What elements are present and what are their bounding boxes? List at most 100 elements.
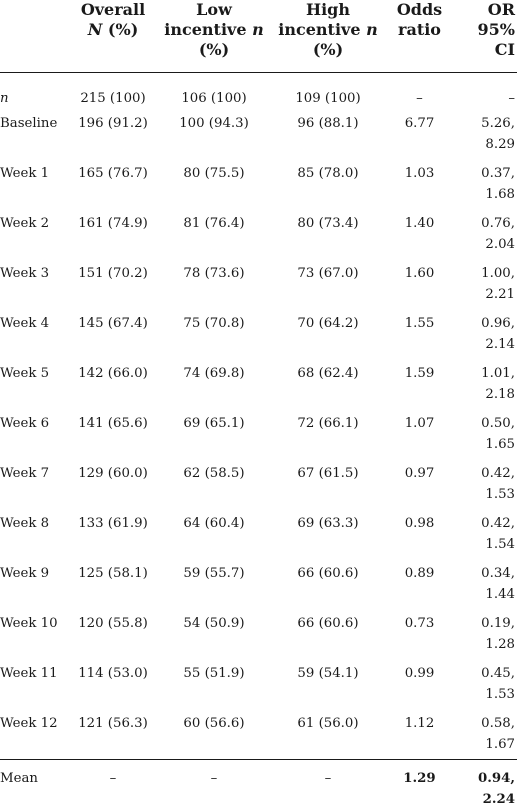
cell-or-ci: 0.58, 1.67 — [453, 709, 517, 759]
cell-overall: 121 (56.3) — [78, 716, 148, 731]
ci-lower: 0.96, — [481, 316, 515, 331]
cell-high-incentive: 72 (66.1) — [297, 416, 359, 431]
cell-low-incentive: 78 (73.6) — [183, 266, 245, 281]
cell-low-incentive: 74 (69.8) — [183, 366, 245, 381]
row-label: Week 12 — [0, 716, 58, 731]
table-row: Week 1 165 (76.7) 80 (75.5) 85 (78.0) 1.03 0.… — [0, 159, 517, 209]
header-label — [0, 0, 68, 73]
cell-or-ci: 0.42, 1.53 — [453, 459, 517, 509]
table-row: Mean – – – 1.29 0.94, 2.24 — [0, 759, 517, 810]
cell-odds-ratio: 6.77 — [404, 116, 435, 131]
cell-or-ci: 0.19, 1.28 — [453, 609, 517, 659]
cell-or-ci: 0.42, 1.54 — [453, 509, 517, 559]
ci-upper: 1.67 — [485, 737, 515, 752]
ci-lower: 0.76, — [481, 216, 515, 231]
cell-low-incentive: 106 (100) — [181, 91, 247, 106]
ci-lower: 0.94, — [477, 770, 515, 786]
cell-high-incentive: 66 (60.6) — [297, 566, 359, 581]
ci-upper: 2.24 — [482, 791, 515, 807]
cell-overall: – — [109, 770, 117, 786]
row-label: Mean — [0, 770, 38, 786]
ci-upper: 1.44 — [485, 587, 515, 602]
cell-or-ci: 0.50, 1.65 — [453, 409, 517, 459]
cell-low-incentive: 64 (60.4) — [183, 516, 245, 531]
cell-high-incentive: 70 (64.2) — [297, 316, 359, 331]
cell-odds-ratio: 1.07 — [404, 416, 435, 431]
table-row: Week 9 125 (58.1) 59 (55.7) 66 (60.6) 0.89 0.… — [0, 559, 517, 609]
cell-high-incentive: 73 (67.0) — [297, 266, 359, 281]
row-label: Week 9 — [0, 566, 50, 581]
cell-high-incentive: 61 (56.0) — [297, 716, 359, 731]
row-label: Week 1 — [0, 166, 50, 181]
cell-or-ci: 0.34, 1.44 — [453, 559, 517, 609]
table-row: Week 12 121 (56.3) 60 (56.6) 61 (56.0) 1.12 0… — [0, 709, 517, 759]
row-label: Baseline — [0, 116, 58, 131]
ci-upper: 1.68 — [485, 187, 515, 202]
table-row: Week 2 161 (74.9) 81 (76.4) 80 (73.4) 1.40 0.… — [0, 209, 517, 259]
row-label: Week 7 — [0, 466, 50, 481]
cell-or-ci: 0.76, 2.04 — [453, 209, 517, 259]
cell-low-incentive: 54 (50.9) — [183, 616, 245, 631]
cell-or-ci: 0.96, 2.14 — [453, 309, 517, 359]
cell-high-incentive: 85 (78.0) — [297, 166, 359, 181]
cell-overall: 133 (61.9) — [78, 516, 148, 531]
table-row: Week 6 141 (65.6) 69 (65.1) 72 (66.1) 1.07 0.… — [0, 409, 517, 459]
cell-low-incentive: 59 (55.7) — [183, 566, 245, 581]
table-row: n 215 (100) 106 (100) 109 (100) – – — [0, 73, 517, 110]
cell-or-ci: 1.01, 2.18 — [453, 359, 517, 409]
cell-overall: 142 (66.0) — [78, 366, 148, 381]
cell-high-incentive: 96 (88.1) — [297, 116, 359, 131]
cell-low-incentive: 80 (75.5) — [183, 166, 245, 181]
cell-overall: 129 (60.0) — [78, 466, 148, 481]
ci-upper: 1.54 — [485, 537, 515, 552]
cell-overall: 161 (74.9) — [78, 216, 148, 231]
cell-overall: 151 (70.2) — [78, 266, 148, 281]
cell-odds-ratio: 1.55 — [404, 316, 435, 331]
cell-high-incentive: 59 (54.1) — [297, 666, 359, 681]
cell-overall: 165 (76.7) — [78, 166, 148, 181]
cell-overall: 125 (58.1) — [78, 566, 148, 581]
cell-high-incentive: 67 (61.5) — [297, 466, 359, 481]
table-body: n 215 (100) 106 (100) 109 (100) – – Baseline 19… — [0, 73, 517, 810]
ci-upper: 2.21 — [485, 287, 515, 302]
ci-lower: 0.34, — [481, 566, 515, 581]
ci-lower: 0.45, — [481, 666, 515, 681]
ci-lower: 0.37, — [481, 166, 515, 181]
cell-odds-ratio: 0.98 — [404, 516, 435, 531]
row-label: n — [0, 91, 9, 106]
row-label: Week 5 — [0, 366, 50, 381]
cell-odds-ratio: 1.29 — [403, 770, 436, 786]
cell-overall: 120 (55.8) — [78, 616, 148, 631]
cell-odds-ratio: 0.73 — [404, 616, 435, 631]
cell-low-incentive: 75 (70.8) — [183, 316, 245, 331]
row-label: Week 4 — [0, 316, 50, 331]
header-high-incentive: High incentive n (%) — [270, 0, 386, 73]
ci-upper: 1.65 — [485, 437, 515, 452]
cell-high-incentive: 80 (73.4) — [297, 216, 359, 231]
ci-upper: 1.53 — [485, 687, 515, 702]
table-row: Week 7 129 (60.0) 62 (58.5) 67 (61.5) 0.97 0.… — [0, 459, 517, 509]
ci-lower: 0.50, — [481, 416, 515, 431]
ci-lower: 5.26, — [481, 116, 515, 131]
cell-odds-ratio: 0.89 — [404, 566, 435, 581]
cell-high-incentive: 66 (60.6) — [297, 616, 359, 631]
cell-overall: 196 (91.2) — [78, 116, 148, 131]
ci-upper: 8.29 — [485, 137, 515, 152]
ci-lower: 0.58, — [481, 716, 515, 731]
table-row: Week 4 145 (67.4) 75 (70.8) 70 (64.2) 1.55 0.… — [0, 309, 517, 359]
cell-or-ci: 0.94, 2.24 — [453, 759, 517, 810]
cell-low-incentive: 81 (76.4) — [183, 216, 245, 231]
cell-or-ci: 0.37, 1.68 — [453, 159, 517, 209]
cell-odds-ratio: – — [416, 91, 423, 106]
ci-lower: 0.42, — [481, 466, 515, 481]
cell-odds-ratio: 0.97 — [404, 466, 435, 481]
row-label: Week 6 — [0, 416, 50, 431]
cell-low-incentive: 100 (94.3) — [179, 116, 249, 131]
cell-odds-ratio: 1.03 — [404, 166, 435, 181]
header-low-incentive: Low incentive n (%) — [158, 0, 270, 73]
cell-odds-ratio: 1.12 — [404, 716, 435, 731]
table-header: Overall N (%) Low incentive n (%) High i… — [0, 0, 517, 73]
cell-low-incentive: 62 (58.5) — [183, 466, 245, 481]
